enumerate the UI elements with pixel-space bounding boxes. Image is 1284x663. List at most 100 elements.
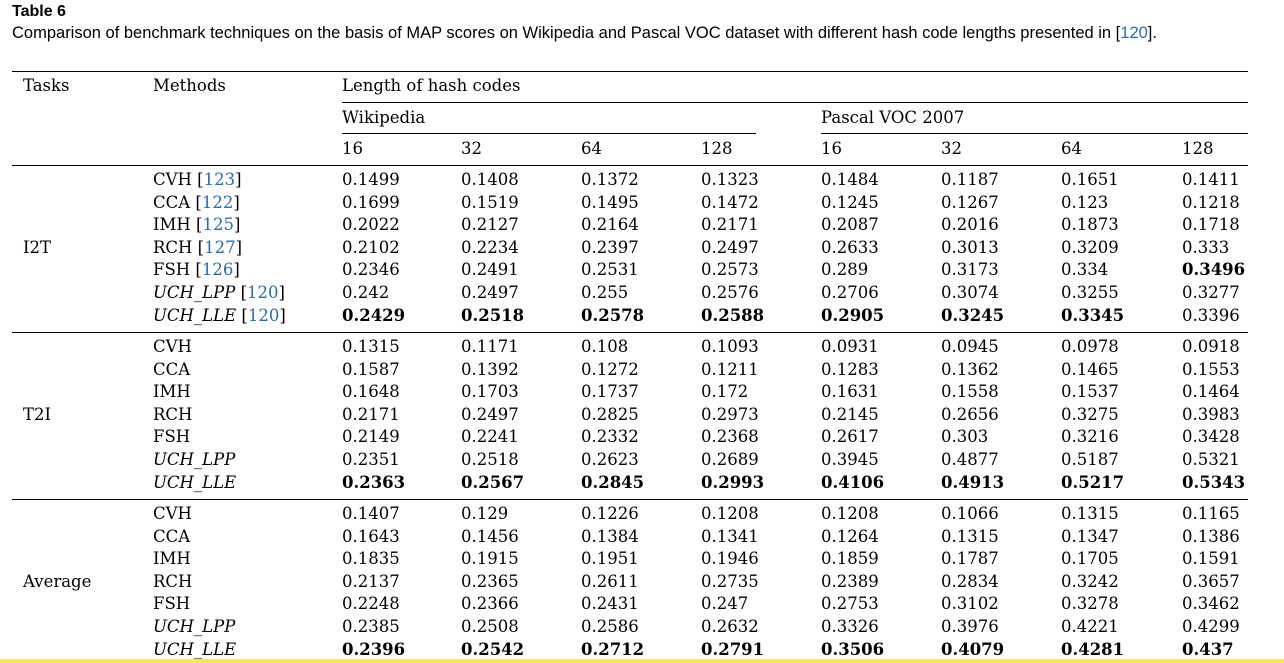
map-score-cell: 0.1558 [941,382,999,402]
map-score-cell: 0.1211 [701,359,759,379]
map-score-cell: 0.289 [821,260,869,280]
reference-link[interactable]: 127 [204,237,236,257]
map-score-cell: 0.2518 [461,305,525,325]
map-score-cell: 0.1323 [701,170,759,189]
group-divider-rule [12,332,1248,333]
map-score-cell: 0.1165 [1182,504,1240,523]
map-score-cell: 0.1226 [581,504,639,523]
group-divider-rule [12,499,1248,500]
method-name: UCH_LPP [120] [153,283,285,302]
method-name: UCH_LLE [153,640,236,660]
map-score-cell: 0.2397 [581,237,639,257]
map-score-cell: 0.1362 [941,359,999,379]
map-score-cell: 0.3216 [1061,427,1119,447]
method-label: CCA [153,526,191,546]
map-score-cell: 0.1915 [461,549,519,569]
map-score-cell: 0.1648 [342,382,400,402]
reference-link[interactable]: 125 [202,215,235,235]
map-score-cell: 0.1315 [941,526,999,546]
method-label: UCH_LPP [153,617,236,636]
map-score-cell: 0.255 [581,283,629,302]
map-score-cell: 0.3242 [1061,571,1119,591]
header-bit-length: 128 [1182,139,1214,158]
map-score-cell: 0.2248 [342,594,400,614]
map-score-cell: 0.1093 [701,337,759,356]
map-score-cell: 0.1407 [342,504,400,523]
map-score-cell: 0.129 [461,504,509,523]
map-score-cell: 0.1553 [1182,359,1240,379]
map-score-cell: 0.2973 [701,404,759,424]
map-score-cell: 0.2633 [821,237,879,257]
map-score-cell: 0.1519 [461,192,519,212]
map-score-cell: 0.437 [1182,639,1234,659]
header-bit-length: 32 [941,139,962,158]
method-label: RCH [153,571,193,591]
map-score-cell: 0.1341 [701,526,759,546]
reference-link[interactable]: 126 [201,260,234,280]
reference-link[interactable]: 120 [247,305,280,325]
map-score-cell: 0.5321 [1182,450,1240,469]
map-score-cell: 0.0978 [1061,337,1119,356]
header-tasks: Tasks [23,76,70,95]
map-score-cell: 0.1495 [581,192,639,212]
map-score-cell: 0.2623 [581,450,639,469]
map-score-cell: 0.2332 [581,427,639,447]
map-score-cell: 0.1587 [342,359,400,379]
header-bit-length: 32 [461,139,482,158]
method-name: FSH [153,427,190,447]
map-score-cell: 0.3396 [1182,305,1240,325]
map-score-cell: 0.1171 [461,337,519,356]
wikipedia-rule [342,133,756,134]
map-score-cell: 0.2164 [581,215,639,235]
reference-link[interactable]: 120 [247,283,279,302]
map-score-cell: 0.1066 [941,504,999,523]
header-dataset-pascal: Pascal VOC 2007 [821,108,965,127]
map-score-cell: 0.2389 [821,571,879,591]
method-name: UCH_LPP [153,617,235,637]
map-score-cell: 0.3345 [1061,305,1125,325]
header-bit-length: 128 [701,139,733,158]
method-name: CCA [153,360,190,380]
map-score-cell: 0.1267 [941,192,999,212]
map-score-cell: 0.1951 [581,549,639,569]
map-score-cell: 0.2567 [461,472,525,492]
map-score-cell: 0.3277 [1182,283,1240,302]
map-score-cell: 0.2087 [821,215,879,235]
reference-link[interactable]: 123 [203,170,236,189]
method-label: UCH_LLE [153,305,237,325]
map-score-cell: 0.2346 [342,260,400,280]
method-name: CVH [153,337,192,357]
map-score-cell: 0.2016 [941,215,999,235]
header-length: Length of hash codes [342,76,521,95]
map-score-cell: 0.5343 [1182,472,1246,492]
map-score-cell: 0.1392 [461,359,519,379]
header-dataset-wikipedia: Wikipedia [342,108,426,127]
map-score-cell: 0.3976 [941,617,999,636]
map-score-cell: 0.2241 [461,427,519,447]
method-name: UCH_LPP [153,450,235,470]
map-score-cell: 0.1537 [1061,382,1119,402]
method-label: UCH_LPP [153,450,236,469]
method-name: FSH [126] [153,260,240,280]
map-score-cell: 0.3496 [1182,260,1246,280]
method-name: RCH [127] [153,237,243,257]
map-score-cell: 0.2573 [701,260,759,280]
map-score-cell: 0.2385 [342,617,400,636]
method-label: CCA [153,192,191,212]
method-name: UCH_LLE [153,473,236,493]
method-label: CCA [153,359,191,379]
map-score-cell: 0.3278 [1061,594,1119,614]
method-label: UCH_LLE [153,472,237,492]
map-score-cell: 0.3657 [1182,571,1240,591]
reference-link[interactable]: 120 [1120,24,1148,42]
map-score-cell: 0.2366 [461,594,519,614]
map-score-cell: 0.2632 [701,617,759,636]
map-score-cell: 0.2497 [701,237,759,257]
method-name: IMH [125] [153,215,241,235]
map-score-cell: 0.1946 [701,549,759,569]
reference-link[interactable]: 122 [201,192,234,212]
map-score-cell: 0.0918 [1182,337,1240,356]
map-score-cell: 0.242 [342,283,390,302]
map-score-cell: 0.3209 [1061,237,1119,257]
header-bit-length: 64 [1061,139,1082,158]
